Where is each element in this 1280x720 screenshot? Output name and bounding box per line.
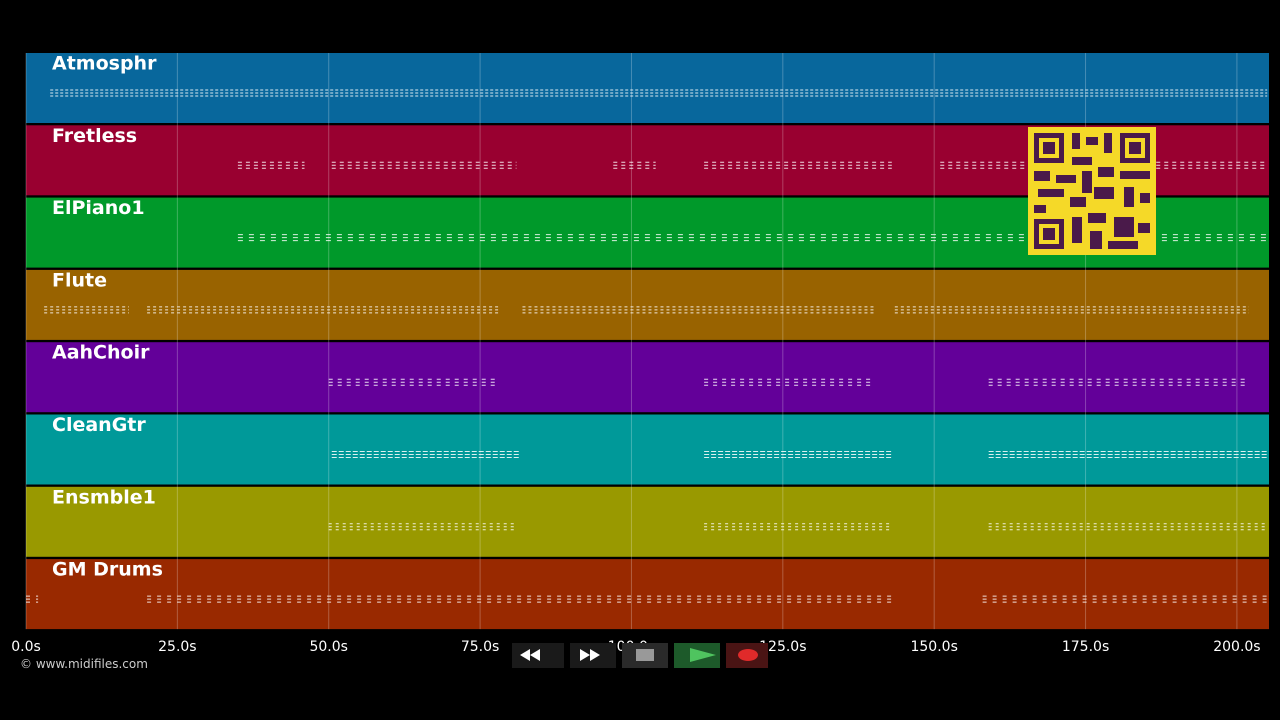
note-span (704, 378, 874, 386)
track-name: CleanGtr (52, 414, 146, 436)
x-tick-label: 125.0s (759, 639, 806, 655)
note-span (522, 306, 874, 314)
note-span (44, 306, 129, 314)
note-span (988, 378, 1250, 386)
x-tick-label: 175.0s (1062, 639, 1109, 655)
note-span (328, 523, 517, 531)
track-lane (26, 559, 1269, 630)
note-span (328, 378, 499, 386)
copyright: © www.midifiles.com (20, 657, 148, 671)
track-name: Ensmble1 (52, 486, 156, 508)
track-lane (26, 486, 1269, 557)
note-span (988, 451, 1268, 458)
track-name: ElPiano1 (52, 197, 145, 219)
qr-code (1028, 127, 1156, 255)
x-tick-label: 25.0s (158, 639, 196, 655)
note-span (331, 161, 517, 169)
track-lane (26, 342, 1269, 413)
rewind-button[interactable] (512, 643, 564, 668)
transport-controls (512, 643, 768, 668)
note-span (894, 306, 1250, 314)
note-span (988, 523, 1268, 531)
note-span (26, 595, 39, 603)
note-span (50, 89, 1268, 97)
track-lane (26, 414, 1269, 485)
track-name: AahChoir (52, 342, 150, 364)
grid (25, 53, 1238, 630)
record-button[interactable] (726, 643, 768, 668)
note-span (237, 161, 305, 169)
track-name: GM Drums (52, 559, 163, 581)
stop-button[interactable] (622, 643, 668, 668)
note-span (147, 306, 499, 314)
x-tick-label: 0.0s (11, 639, 41, 655)
fast-forward-button[interactable] (570, 643, 616, 668)
note-span (704, 523, 892, 531)
note-span (704, 451, 892, 458)
note-span (982, 595, 1268, 603)
x-tick-label: 50.0s (309, 639, 347, 655)
play-button[interactable] (674, 643, 720, 668)
track-lane (26, 53, 1269, 123)
track-name: Fretless (52, 125, 137, 147)
x-tick-label: 75.0s (461, 639, 499, 655)
x-tick-label: 200.0s (1213, 639, 1260, 655)
note-span (331, 451, 520, 458)
x-tick-label: 150.0s (910, 639, 957, 655)
labels: Atmosphr Fretless ElPiano1 Flute AahChoir Cle… (11, 53, 1260, 656)
note-span (613, 161, 656, 169)
notes (26, 89, 1268, 603)
track-name: Flute (52, 269, 107, 291)
note-span (147, 595, 892, 603)
track-name: Atmosphr (52, 53, 157, 75)
track-lane (26, 269, 1269, 340)
